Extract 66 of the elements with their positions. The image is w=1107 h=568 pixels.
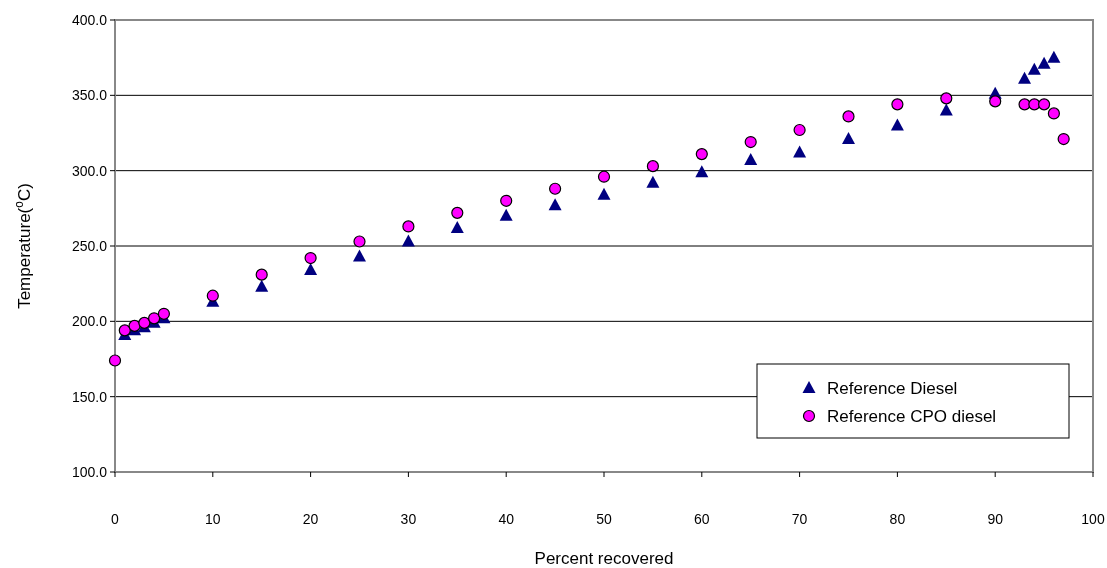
y-tick-label: 200.0 — [71, 313, 108, 330]
x-tick-label: 70 — [791, 511, 808, 527]
point — [304, 251, 317, 265]
y-tick-label: 150.0 — [71, 388, 108, 405]
point — [108, 354, 122, 367]
point — [989, 95, 1002, 108]
point — [1047, 50, 1061, 63]
x-tick-label: 40 — [498, 511, 515, 527]
point — [451, 206, 464, 219]
x-tick-label: 30 — [400, 511, 417, 527]
point — [206, 289, 219, 302]
x-tick-label: 80 — [889, 511, 906, 527]
point — [939, 103, 953, 116]
point — [304, 263, 318, 276]
x-tick-label: 100 — [1081, 511, 1105, 527]
point — [1018, 98, 1031, 111]
point — [128, 319, 141, 332]
point — [793, 145, 807, 158]
point — [138, 316, 151, 329]
x-tick-label: 90 — [987, 511, 1004, 527]
y-tick-label: 350.0 — [71, 87, 108, 104]
y-tick-label: 400.0 — [71, 11, 108, 28]
point — [597, 170, 611, 183]
point — [1047, 107, 1060, 120]
point — [1028, 98, 1041, 111]
point — [500, 194, 513, 207]
legend-label: Reference CPO diesel — [827, 406, 997, 426]
point — [744, 135, 757, 149]
point — [646, 160, 659, 173]
point — [450, 220, 464, 233]
point — [891, 98, 904, 111]
point — [255, 268, 268, 281]
point — [597, 187, 611, 200]
point — [744, 153, 758, 166]
y-tick-label: 100.0 — [71, 463, 108, 480]
point — [793, 123, 806, 137]
point — [1057, 132, 1070, 146]
point — [549, 182, 562, 195]
point — [255, 279, 269, 292]
x-tick-label: 50 — [596, 511, 612, 527]
x-tick-label: 10 — [205, 511, 221, 527]
point — [842, 110, 855, 123]
point — [1027, 62, 1041, 75]
point — [646, 175, 660, 188]
x-tick-label: 20 — [302, 511, 319, 527]
x-axis-title: Percent recovered — [534, 549, 674, 568]
point — [695, 147, 708, 161]
point — [940, 92, 953, 105]
point — [548, 198, 562, 211]
point — [1018, 71, 1032, 84]
y-tick-label: 300.0 — [71, 162, 108, 179]
x-tick-label: 60 — [694, 511, 710, 527]
point — [402, 220, 415, 233]
point — [157, 307, 170, 320]
point — [890, 118, 904, 131]
point — [842, 132, 855, 145]
point — [1038, 98, 1051, 111]
point — [499, 208, 513, 221]
point — [695, 165, 709, 178]
legend-label: Reference Diesel — [827, 378, 958, 398]
point — [1037, 56, 1051, 69]
point — [353, 249, 366, 262]
point — [353, 235, 366, 248]
y-tick-label: 250.0 — [71, 237, 108, 254]
x-tick-label: 0 — [111, 511, 120, 527]
point — [401, 234, 415, 247]
